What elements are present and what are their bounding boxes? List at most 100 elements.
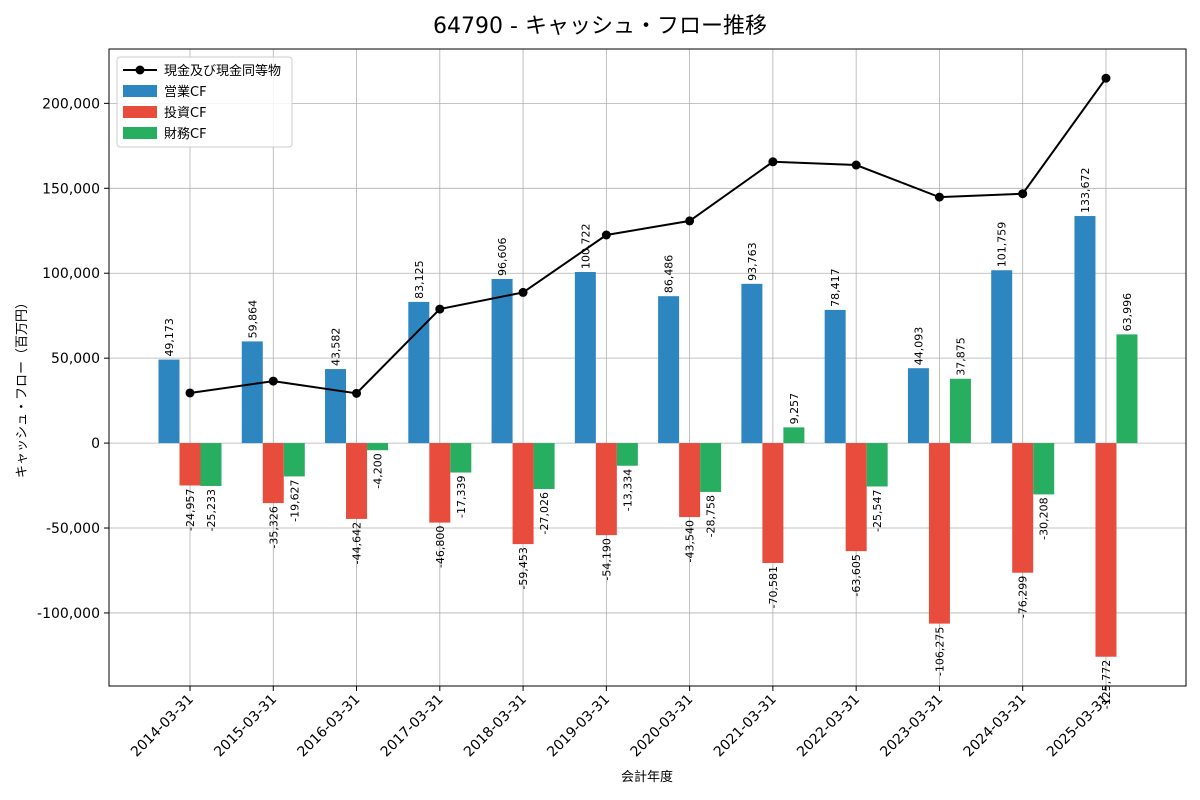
plot-frame bbox=[108, 48, 1187, 687]
legend-label: 財務CF bbox=[164, 127, 207, 142]
bar-value-label: -35,326 bbox=[267, 506, 280, 548]
cash-line-point bbox=[185, 388, 195, 398]
bar-value-label: -76,299 bbox=[1017, 576, 1030, 618]
y-tick-label: 100,000 bbox=[42, 266, 100, 282]
legend-swatch bbox=[123, 127, 157, 139]
bar-value-label: -30,208 bbox=[1038, 497, 1051, 539]
legend-label: 投資CF bbox=[164, 105, 207, 121]
x-tick-label: 2018-03-31 bbox=[461, 692, 530, 761]
bar-value-label: 49,173 bbox=[163, 318, 176, 357]
legend-box bbox=[116, 56, 293, 148]
cash-line-point bbox=[352, 388, 362, 398]
bar-営業CF bbox=[491, 278, 513, 444]
bar-財務CF bbox=[866, 443, 888, 487]
y-tick-label: 150,000 bbox=[42, 181, 100, 197]
cash-line-point bbox=[518, 287, 528, 297]
bar-投資CF bbox=[262, 443, 284, 504]
bar-value-label: 96,606 bbox=[496, 237, 509, 276]
bar-投資CF bbox=[595, 443, 617, 536]
y-axis-label: キャッシュ・フロー（百万円） bbox=[15, 296, 30, 478]
y-tick-label: -50,000 bbox=[46, 521, 100, 537]
x-tick-label: 2023-03-31 bbox=[877, 692, 946, 761]
x-tick-label: 2016-03-31 bbox=[295, 692, 364, 761]
y-tick-label: -100,000 bbox=[37, 606, 100, 622]
bar-財務CF bbox=[533, 443, 555, 489]
bar-財務CF bbox=[367, 443, 389, 451]
bar-value-label: -125,772 bbox=[1100, 660, 1113, 709]
bar-value-label: 93,763 bbox=[746, 242, 759, 281]
cash-line-path bbox=[189, 77, 1107, 395]
bar-営業CF bbox=[658, 296, 680, 444]
y-tick-label: 0 bbox=[91, 436, 100, 452]
y-tick-label: 200,000 bbox=[42, 96, 100, 112]
bar-value-label: 43,582 bbox=[330, 328, 343, 367]
bar-value-label: -59,453 bbox=[517, 547, 530, 589]
bar-value-label: -70,581 bbox=[767, 566, 780, 608]
bar-value-label: -106,275 bbox=[933, 627, 946, 676]
bar-財務CF bbox=[1033, 443, 1055, 495]
bar-営業CF bbox=[824, 309, 846, 444]
x-tick-label: 2024-03-31 bbox=[961, 692, 1030, 761]
bar-投資CF bbox=[1012, 443, 1034, 573]
cash-line-point bbox=[768, 157, 778, 167]
bar-value-label: -46,800 bbox=[434, 526, 447, 568]
x-axis-label: 会計年度 bbox=[621, 769, 673, 785]
bar-投資CF bbox=[1095, 443, 1117, 657]
bar-営業CF bbox=[408, 301, 430, 444]
x-tick-label: 2025-03-31 bbox=[1044, 692, 1113, 761]
x-tick-label: 2020-03-31 bbox=[628, 692, 697, 761]
bar-営業CF bbox=[991, 270, 1013, 444]
bar-value-label: -25,547 bbox=[871, 489, 884, 531]
bar-投資CF bbox=[346, 443, 368, 519]
bar-財務CF bbox=[450, 443, 472, 473]
bar-value-label: 59,864 bbox=[246, 300, 259, 339]
bar-value-label: 78,417 bbox=[829, 268, 842, 307]
x-tick-label: 2017-03-31 bbox=[378, 692, 447, 761]
y-tick-label: 50,000 bbox=[51, 351, 100, 367]
bar-value-label: 83,125 bbox=[413, 260, 426, 299]
bar-value-label: -43,540 bbox=[684, 520, 697, 562]
bar-value-label: -54,190 bbox=[600, 538, 613, 580]
legend-swatch-marker bbox=[135, 65, 145, 75]
bar-営業CF bbox=[158, 359, 180, 444]
x-tick-label: 2015-03-31 bbox=[211, 692, 280, 761]
bar-value-label: -25,233 bbox=[205, 489, 218, 531]
bars bbox=[158, 216, 1138, 657]
bar-value-label: 86,486 bbox=[663, 255, 676, 294]
legend-swatch bbox=[123, 85, 157, 97]
grid bbox=[109, 49, 1186, 686]
bar-value-label: 133,672 bbox=[1079, 168, 1092, 214]
legend-label: 営業CF bbox=[164, 84, 207, 100]
bar-財務CF bbox=[283, 443, 305, 477]
x-tick-label: 2014-03-31 bbox=[128, 692, 197, 761]
bar-財務CF bbox=[700, 443, 722, 492]
axes: -100,000 -50,000 0 50,000 100,000 150,000 200,… bbox=[37, 48, 1187, 761]
x-tick-label: 2021-03-31 bbox=[711, 692, 780, 761]
bar-財務CF bbox=[949, 378, 971, 444]
bar-営業CF bbox=[1074, 216, 1096, 444]
cash-line-point bbox=[1101, 73, 1111, 83]
cash-line-point bbox=[601, 230, 611, 240]
bar-投資CF bbox=[512, 443, 534, 545]
bar-財務CF bbox=[616, 443, 638, 466]
bar-財務CF bbox=[200, 443, 222, 486]
bar-value-label: 37,875 bbox=[954, 337, 967, 376]
bar-value-label: -28,758 bbox=[705, 495, 718, 537]
cash-line-point bbox=[934, 192, 944, 202]
bar-財務CF bbox=[1116, 334, 1138, 444]
bar-投資CF bbox=[762, 443, 784, 563]
x-tick-label: 2019-03-31 bbox=[544, 692, 613, 761]
bar-投資CF bbox=[429, 443, 451, 523]
cash-line-point bbox=[1018, 189, 1028, 199]
bar-営業CF bbox=[907, 368, 929, 444]
bar-value-label: 101,759 bbox=[996, 222, 1009, 268]
cash-line-point bbox=[851, 160, 861, 170]
cash-line-point bbox=[685, 216, 695, 226]
data-labels: 49,173 59,864 43,582 83,125 96,606 100,722 86,… bbox=[163, 168, 1134, 710]
bar-財務CF bbox=[783, 427, 805, 444]
bar-value-label: 9,257 bbox=[788, 393, 801, 425]
bar-value-label: -13,334 bbox=[621, 469, 634, 511]
